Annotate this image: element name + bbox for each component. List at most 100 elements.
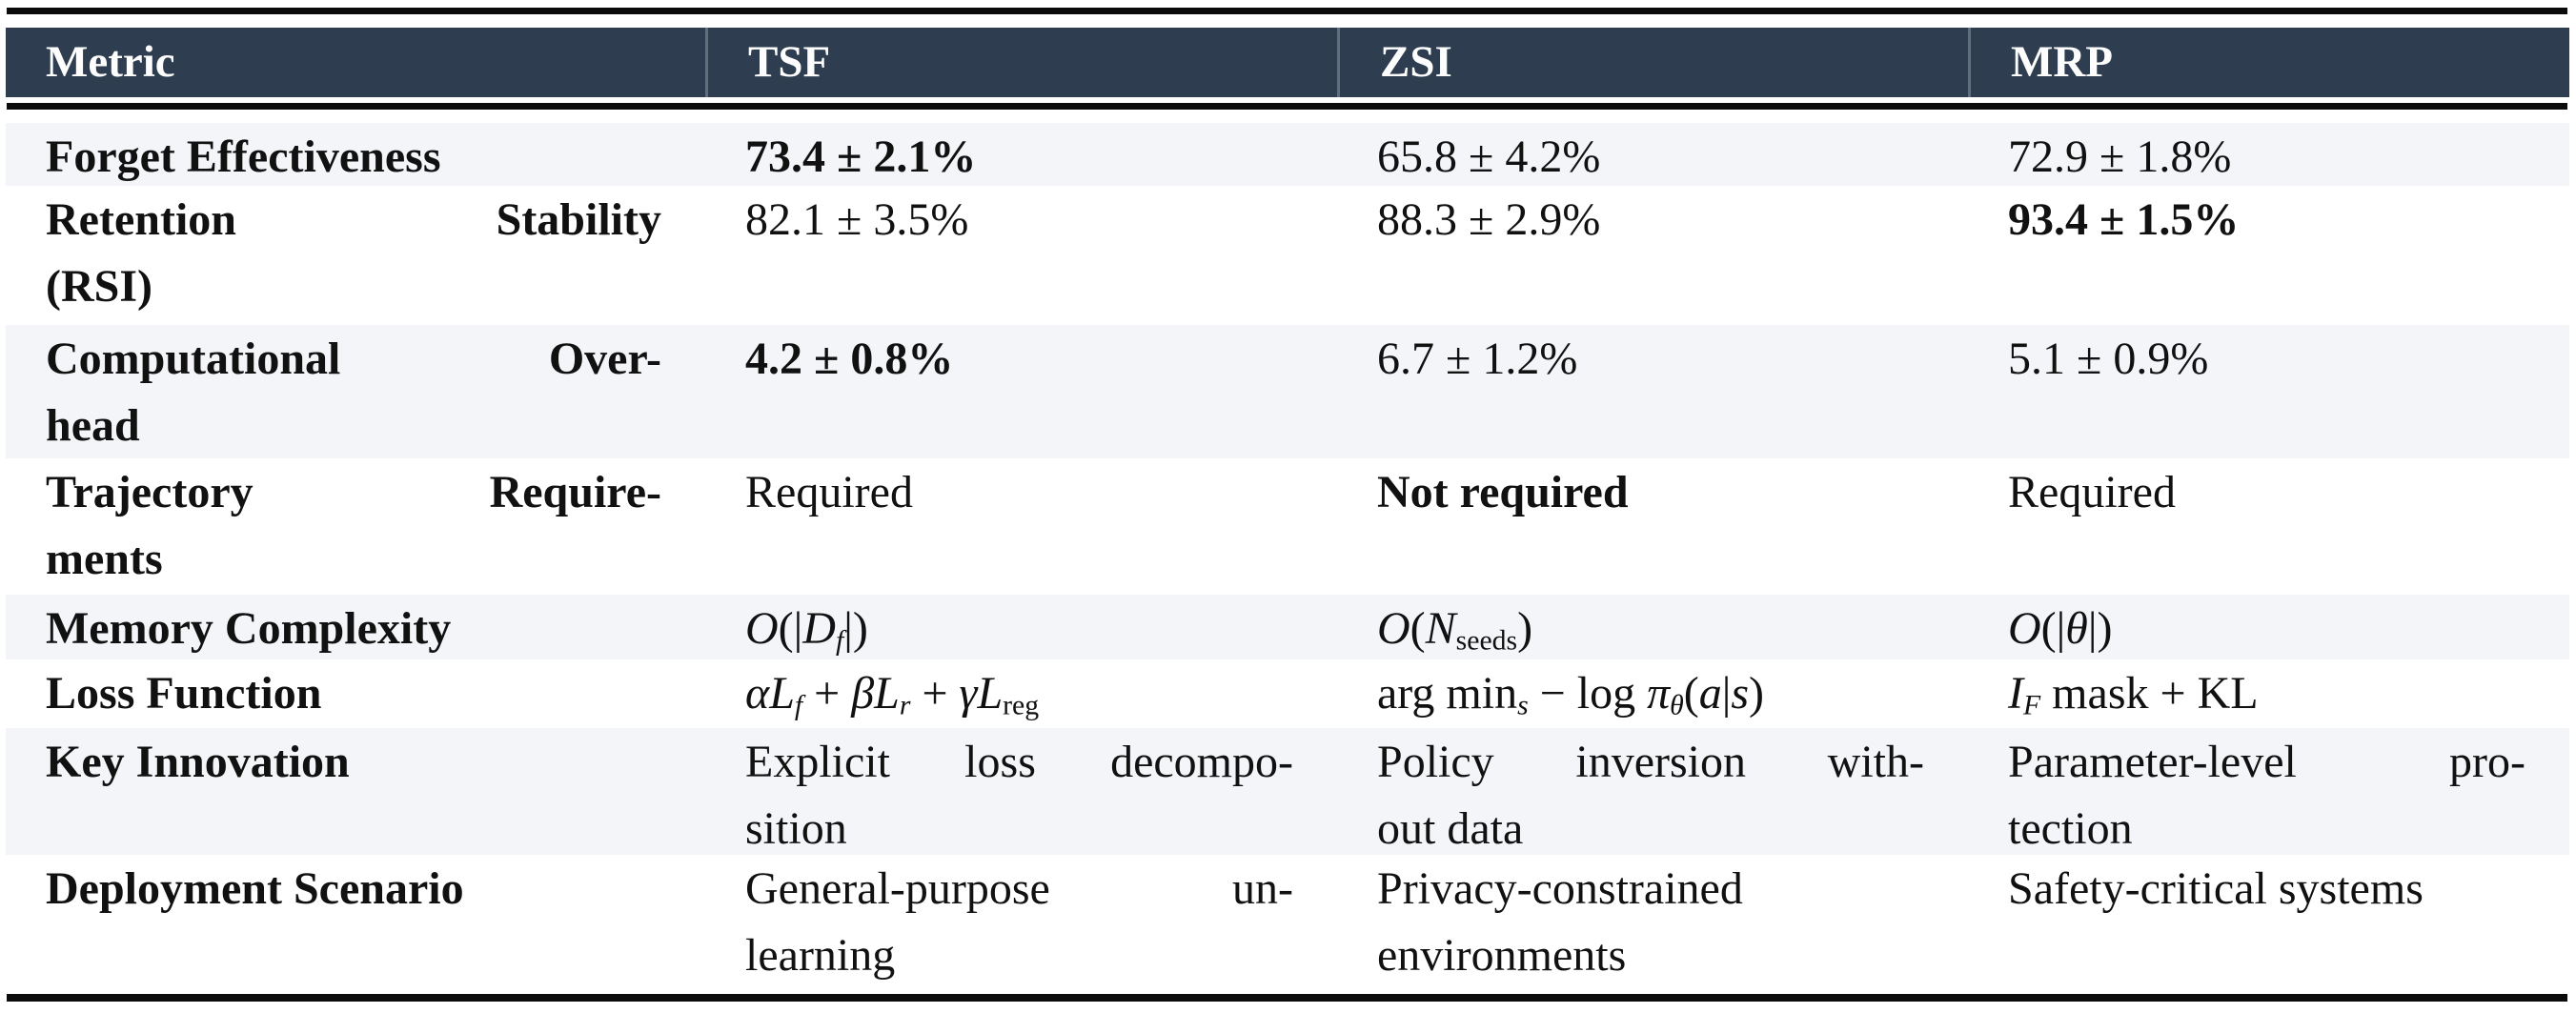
text-segment: Forget Effectiveness — [46, 132, 441, 182]
text-segment: Required — [2008, 467, 2176, 517]
column-header-tsf: TSF — [705, 28, 1337, 97]
text-segment: 73.4 ± 2.1% — [745, 132, 977, 182]
text-segment: (RSI) — [46, 261, 153, 312]
text-segment: 4.2 ± 0.8% — [745, 334, 954, 384]
cell-line: Required — [2008, 459, 2525, 526]
math-segment-sub: f — [835, 624, 844, 657]
column-header-zsi: ZSI — [1337, 28, 1968, 97]
cell-line: O(|Df|) — [745, 596, 1293, 659]
math-segment-it: θ — [2065, 603, 2088, 654]
math-segment-sub: s — [1517, 689, 1529, 721]
math-segment-cal: L — [977, 668, 1004, 719]
cell-line: 72.9 ± 1.8% — [2008, 124, 2525, 186]
cell-forget-effectiveness-mrp: 72.9 ± 1.8% — [1968, 123, 2569, 186]
math-segment-sub: f — [794, 689, 803, 721]
math-segment-sub: F — [2022, 689, 2041, 721]
text-segment: mask + KL — [2040, 668, 2259, 719]
text-segment: |) — [843, 603, 868, 654]
cell-line: General-purpose un- — [745, 856, 1293, 922]
cell-memory-complexity-metric: Memory Complexity — [6, 595, 705, 659]
math-segment-it: π — [1647, 668, 1671, 719]
cell-memory-complexity-tsf: O(|Df|) — [705, 595, 1337, 659]
text-segment: |) — [2087, 603, 2113, 654]
text-segment: Required — [745, 467, 913, 517]
text-segment: Retention Stability — [46, 194, 661, 245]
text-segment: ) — [1517, 603, 1533, 654]
math-segment-subrm: reg — [1003, 689, 1040, 721]
cell-line: learning — [745, 922, 1293, 989]
cell-computational-overhead-mrp: 5.1 ± 0.9% — [1968, 325, 2569, 458]
cell-deployment-scenario-tsf: General-purpose un-learning — [705, 855, 1337, 991]
table-row-key-innovation: Key Innovation Explicit loss decompo-siti… — [6, 728, 2569, 855]
cell-loss-function-tsf: αLf + βLr + γLreg — [705, 659, 1337, 728]
cell-line: Computational Over- — [46, 326, 661, 393]
text-segment: ( — [1683, 668, 1699, 719]
cell-deployment-scenario-zsi: Privacy-constrained environments — [1337, 855, 1968, 991]
cell-line: Safety-critical systems — [2008, 856, 2525, 922]
cell-line: Forget Effectiveness — [46, 124, 661, 186]
cell-forget-effectiveness-zsi: 65.8 ± 4.2% — [1337, 123, 1968, 186]
cell-loss-function-metric: Loss Function — [6, 659, 705, 728]
cell-deployment-scenario-mrp: Safety-critical systems — [1968, 855, 2569, 991]
table-top-rule — [7, 8, 2567, 14]
text-segment: ments — [46, 534, 163, 584]
math-segment-it: a — [1698, 668, 1722, 719]
table-bottom-rule — [7, 994, 2567, 1002]
cell-line: Required — [745, 459, 1293, 526]
text-segment: out data — [1377, 803, 1524, 854]
cell-line: arg mins − log πθ(a|s) — [1377, 660, 1924, 728]
cell-line: (RSI) — [46, 253, 661, 320]
text-segment: Parameter-level pro- — [2008, 737, 2525, 787]
cell-line: environments — [1377, 922, 1924, 989]
text-segment: (| — [778, 603, 803, 654]
cell-key-innovation-zsi: Policy inversion with-out data — [1337, 728, 1968, 855]
cell-computational-overhead-metric: Computational Over-head — [6, 325, 705, 458]
table-body: Forget Effectiveness 73.4 ± 2.1% 65.8 ± 4.… — [6, 123, 2569, 991]
text-segment: 5.1 ± 0.9% — [2008, 334, 2209, 384]
cell-loss-function-zsi: arg mins − log πθ(a|s) — [1337, 659, 1968, 728]
cell-line: Not required — [1377, 459, 1924, 526]
text-segment: ) — [1749, 668, 1765, 719]
cell-line: tection — [2008, 796, 2525, 855]
column-header-metric: Metric — [46, 37, 175, 87]
text-segment: Loss Function — [46, 668, 322, 719]
text-segment: − log — [1528, 668, 1648, 719]
text-segment: arg min — [1377, 668, 1518, 719]
cell-line: Deployment Scenario — [46, 856, 661, 922]
text-segment: ( — [1410, 603, 1426, 654]
cell-trajectory-requirements-metric: Trajectory Require-ments — [6, 458, 705, 595]
text-segment: sition — [745, 803, 847, 854]
cell-line: 88.3 ± 2.9% — [1377, 187, 1924, 253]
cell-forget-effectiveness-tsf: 73.4 ± 2.1% — [705, 123, 1337, 186]
cell-retention-stability-tsf: 82.1 ± 3.5% — [705, 186, 1337, 325]
text-segment: Deployment Scenario — [46, 863, 464, 914]
cell-line: Explicit loss decompo- — [745, 729, 1293, 796]
cell-retention-stability-zsi: 88.3 ± 2.9% — [1337, 186, 1968, 325]
math-segment-it: s — [1731, 668, 1750, 719]
cell-line: sition — [745, 796, 1293, 855]
cell-line: Loss Function — [46, 660, 661, 727]
text-segment: (| — [2040, 603, 2066, 654]
text-segment: Safety-critical systems — [2008, 863, 2424, 914]
cell-line: Policy inversion with- — [1377, 729, 1924, 796]
cell-line: 65.8 ± 4.2% — [1377, 124, 1924, 186]
table-row-retention-stability: Retention Stability (RSI) 82.1 ± 3.5% 88.3 … — [6, 186, 2569, 325]
text-segment: 93.4 ± 1.5% — [2008, 194, 2240, 245]
cell-line: 4.2 ± 0.8% — [745, 326, 1293, 393]
table-header-rule — [7, 103, 2567, 110]
cell-line: 5.1 ± 0.9% — [2008, 326, 2525, 393]
text-segment: Trajectory Require- — [46, 467, 661, 517]
cell-line: αLf + βLr + γLreg — [745, 660, 1293, 728]
table-row-loss-function: Loss Function αLf + βLr + γLreg arg mins −… — [6, 659, 2569, 728]
math-segment-cal: D — [802, 603, 836, 654]
cell-deployment-scenario-metric: Deployment Scenario — [6, 855, 705, 991]
cell-line: 73.4 ± 2.1% — [745, 124, 1293, 186]
text-segment: head — [46, 400, 140, 451]
text-segment: 82.1 ± 3.5% — [745, 194, 969, 245]
text-segment: Explicit loss decompo- — [745, 737, 1293, 787]
math-segment-cal: L — [769, 668, 795, 719]
cell-line: ments — [46, 526, 661, 593]
math-segment-cal: O — [2008, 603, 2041, 654]
cell-key-innovation-metric: Key Innovation — [6, 728, 705, 855]
